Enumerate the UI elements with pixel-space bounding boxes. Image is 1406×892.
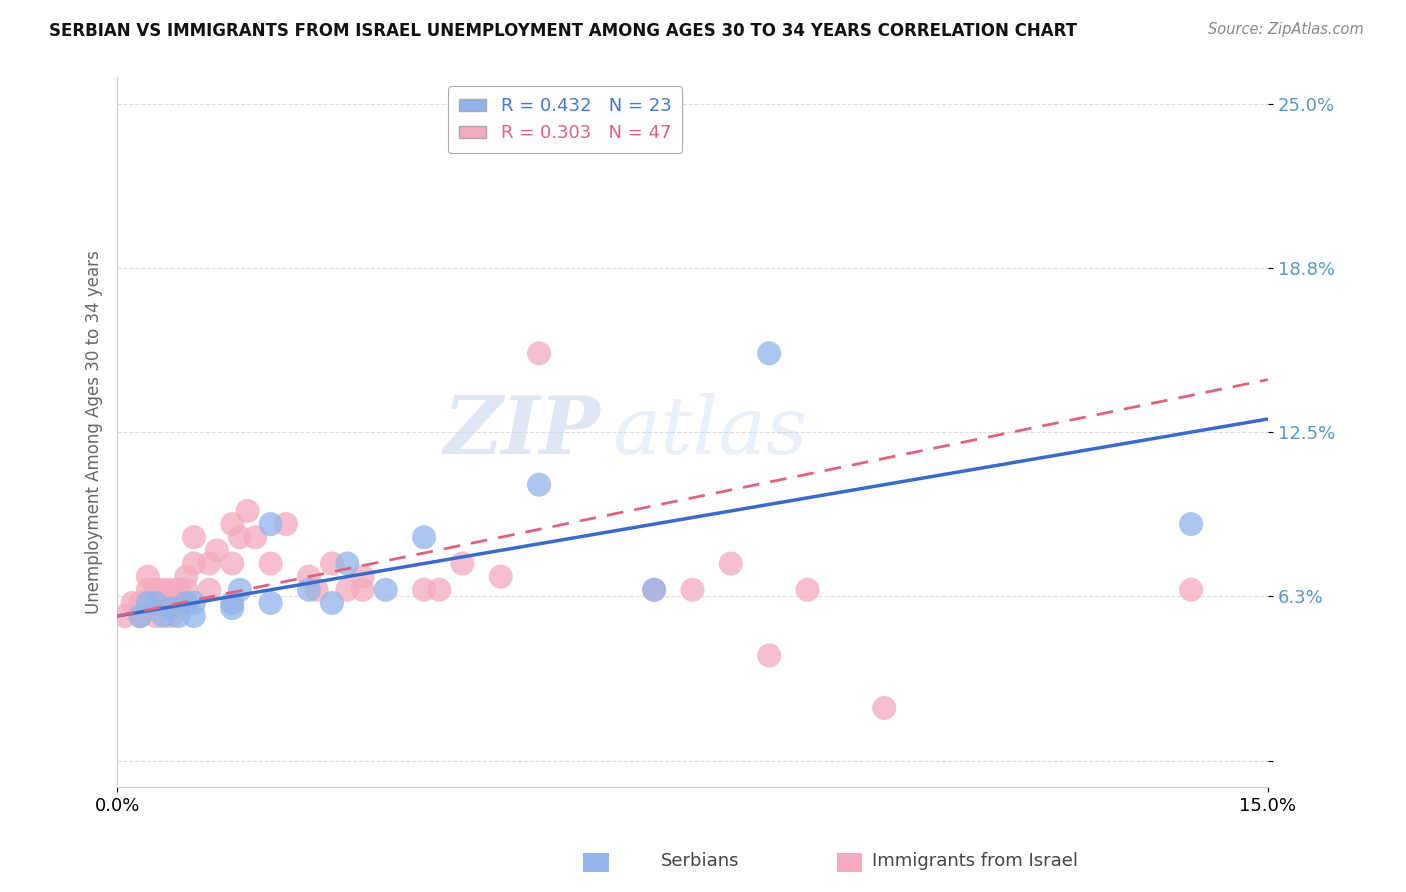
Text: ZIP: ZIP [443, 393, 600, 471]
Text: Source: ZipAtlas.com: Source: ZipAtlas.com [1208, 22, 1364, 37]
Point [183, 557, 205, 571]
Y-axis label: Unemployment Among Ages 30 to 34 years: Unemployment Among Ages 30 to 34 years [86, 251, 103, 614]
Point [145, 582, 167, 597]
Point [114, 609, 136, 624]
Point [489, 569, 512, 583]
Point [129, 609, 152, 624]
Point [205, 543, 228, 558]
Point [160, 609, 183, 624]
Point [758, 648, 780, 663]
Point [129, 609, 152, 624]
Point [758, 346, 780, 360]
Point [374, 582, 396, 597]
Point [229, 582, 252, 597]
Point [527, 346, 550, 360]
Point [160, 601, 183, 615]
Point [352, 569, 374, 583]
Point [682, 582, 704, 597]
Point [198, 557, 221, 571]
Point [145, 596, 167, 610]
Point [174, 596, 197, 610]
Point [259, 517, 281, 532]
Point [167, 582, 190, 597]
Text: Immigrants from Israel: Immigrants from Israel [872, 852, 1078, 870]
Point [643, 582, 665, 597]
Text: SERBIAN VS IMMIGRANTS FROM ISRAEL UNEMPLOYMENT AMONG AGES 30 TO 34 YEARS CORRELA: SERBIAN VS IMMIGRANTS FROM ISRAEL UNEMPL… [49, 22, 1077, 40]
Point [152, 582, 174, 597]
Point [451, 557, 474, 571]
Point [198, 582, 221, 597]
Point [221, 517, 243, 532]
Point [259, 557, 281, 571]
Point [183, 609, 205, 624]
Text: atlas: atlas [612, 393, 807, 471]
Point [336, 582, 359, 597]
Point [160, 582, 183, 597]
Point [152, 596, 174, 610]
Point [174, 582, 197, 597]
Point [167, 609, 190, 624]
Point [413, 582, 436, 597]
Point [336, 557, 359, 571]
Point [152, 609, 174, 624]
Point [274, 517, 297, 532]
Point [321, 557, 343, 571]
Point [298, 582, 321, 597]
Point [427, 582, 450, 597]
Point [527, 477, 550, 491]
Point [259, 596, 281, 610]
Point [174, 569, 197, 583]
Point [352, 582, 374, 597]
Point [796, 582, 818, 597]
Point [221, 601, 243, 615]
Point [873, 701, 896, 715]
Point [167, 596, 190, 610]
Point [720, 557, 742, 571]
Text: Serbians: Serbians [661, 852, 740, 870]
Point [136, 596, 159, 610]
Point [236, 504, 259, 518]
Point [298, 569, 321, 583]
Point [183, 530, 205, 544]
Point [136, 569, 159, 583]
Legend: R = 0.432   N = 23, R = 0.303   N = 47: R = 0.432 N = 23, R = 0.303 N = 47 [449, 87, 682, 153]
Point [221, 557, 243, 571]
Point [643, 582, 665, 597]
Point [121, 596, 143, 610]
Point [1180, 582, 1202, 597]
Point [145, 609, 167, 624]
Point [245, 530, 267, 544]
Point [229, 530, 252, 544]
Point [136, 582, 159, 597]
Point [321, 596, 343, 610]
Point [305, 582, 328, 597]
Point [145, 596, 167, 610]
Point [183, 596, 205, 610]
Point [1180, 517, 1202, 532]
Point [221, 596, 243, 610]
Point [129, 596, 152, 610]
Point [413, 530, 436, 544]
